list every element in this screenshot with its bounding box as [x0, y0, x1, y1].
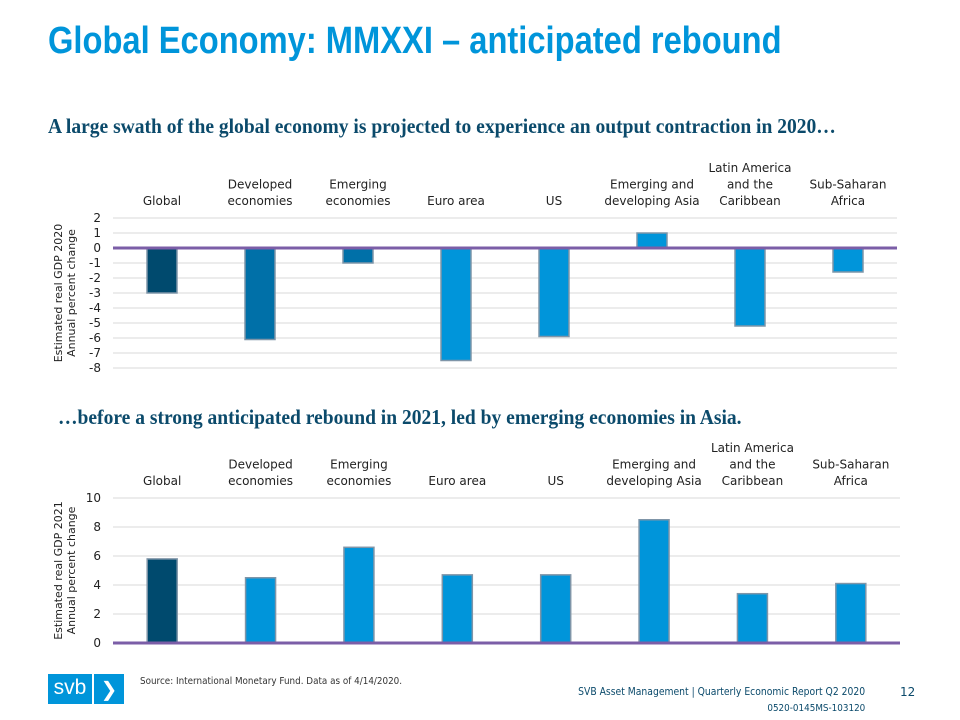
category-label: Sub-Saharan Africa	[810, 178, 887, 209]
y-tick-label: -6	[89, 331, 101, 345]
y-tick-label: 6	[93, 549, 101, 563]
y-tick-label: -2	[89, 271, 101, 285]
category-label: US	[546, 194, 562, 208]
category-label: Global	[143, 194, 181, 208]
bar-6	[636, 232, 668, 249]
page-title: Global Economy: MMXXI – anticipated rebo…	[48, 20, 782, 62]
y-tick-label: -8	[89, 361, 101, 375]
bar-3	[342, 247, 374, 264]
subtitle-top: A large swath of the global economy is p…	[48, 114, 836, 138]
document-code: 0520-0145MS-103120	[767, 703, 865, 714]
bar-2	[244, 577, 277, 644]
y-tick-label: -5	[89, 316, 101, 330]
category-label: Global	[143, 474, 181, 488]
category-label: US	[547, 474, 563, 488]
logo-text: svb	[48, 674, 94, 704]
y-tick-label: 0	[93, 241, 101, 255]
y-tick-label: 10	[86, 491, 101, 505]
bar-8	[835, 582, 867, 644]
y-tick-label: -1	[89, 256, 101, 270]
y-axis-label: Estimated real GDP 2020Annual percent ch…	[52, 224, 78, 363]
page-number: 12	[900, 685, 916, 699]
subtitle-bottom: …before a strong anticipated rebound in …	[58, 405, 742, 429]
bar-1	[146, 558, 178, 644]
category-label: Emerging and developing Asia	[606, 458, 701, 489]
bar-1	[146, 247, 178, 294]
category-label: Emerging economies	[326, 458, 391, 489]
chart-1: 210-1-2-3-4-5-6-7-8 Estimated real GDP 20…	[52, 161, 897, 375]
y-tick-label: -3	[89, 286, 101, 300]
bar-2	[244, 247, 276, 341]
y-tick-label: -4	[89, 301, 101, 315]
y-tick-label: 0	[93, 636, 101, 650]
category-label: Latin America and the Caribbean	[711, 441, 794, 488]
y-tick-label: -7	[89, 346, 101, 360]
category-label: Developed economies	[228, 178, 293, 209]
chevron-right-icon: ❯	[100, 677, 118, 701]
category-label: Sub-Saharan Africa	[812, 458, 889, 489]
bar-3	[343, 546, 375, 644]
y-tick-label: 4	[93, 578, 101, 592]
category-label: Emerging economies	[326, 178, 391, 209]
bar-7	[736, 592, 769, 644]
y-tick-label: 2	[93, 607, 101, 621]
category-label: Euro area	[428, 474, 486, 488]
y-tick-label: 8	[93, 520, 101, 534]
bar-5	[538, 247, 570, 338]
category-label: Developed economies	[228, 458, 293, 489]
y-axis-label: Estimated real GDP 2021Annual percent ch…	[52, 501, 78, 640]
svb-logo: svb ❯	[48, 674, 124, 704]
y-tick-label: 2	[93, 211, 101, 225]
y-tick-label: 1	[93, 226, 101, 240]
report-name: SVB Asset Management | Quarterly Economi…	[577, 686, 865, 698]
bar-5	[539, 574, 572, 644]
category-label: Latin America and the Caribbean	[709, 161, 792, 208]
source-note: Source: International Monetary Fund. Dat…	[140, 676, 403, 687]
chart-2: 10 8 6 4 2 0 Estimated real GDP 2021Annual per…	[52, 441, 900, 650]
category-label: Euro area	[427, 194, 485, 208]
bar-7	[734, 247, 766, 327]
category-label: Emerging and developing Asia	[604, 178, 699, 209]
bar-8	[832, 247, 864, 273]
bar-4	[440, 247, 472, 362]
bar-4	[441, 574, 474, 644]
bar-6	[638, 519, 670, 644]
